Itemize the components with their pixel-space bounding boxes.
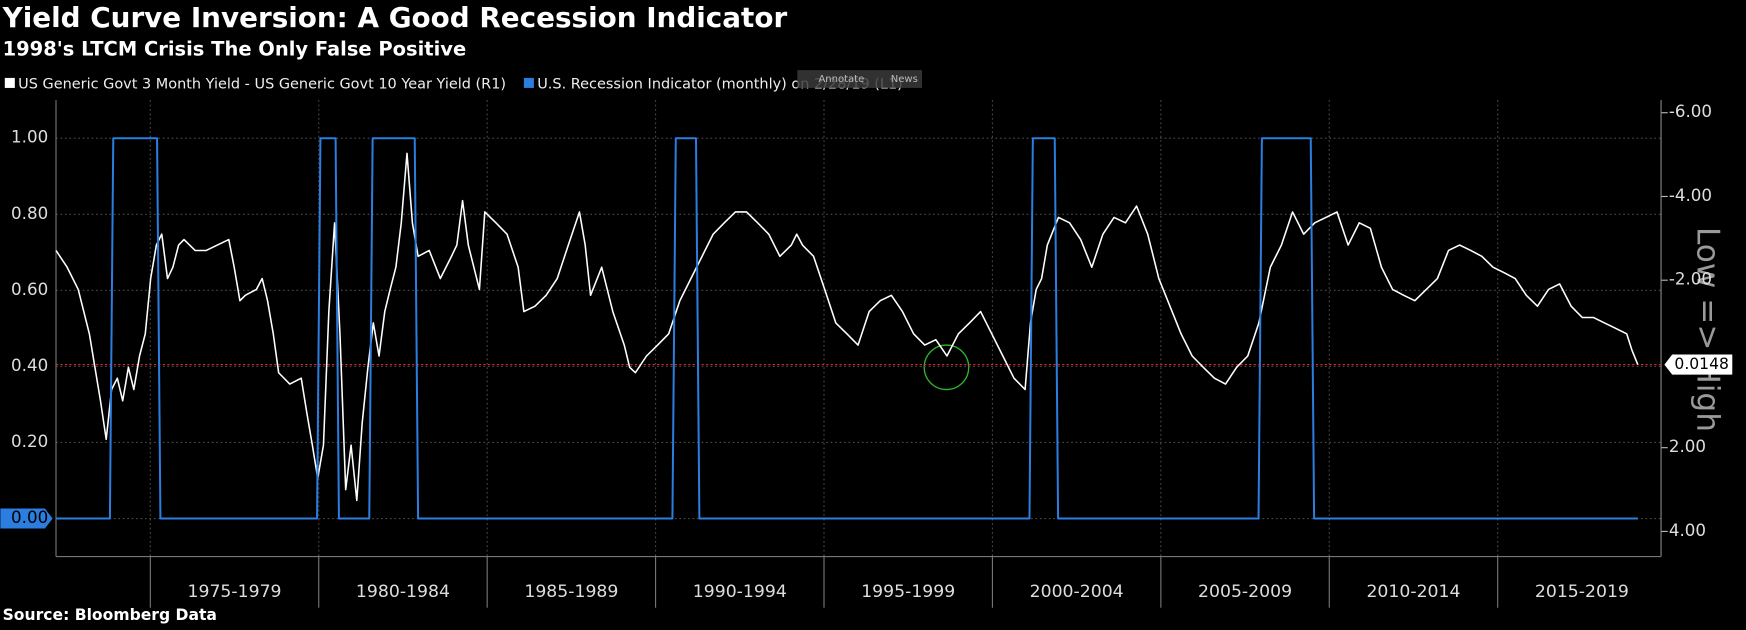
source: Source: Bloomberg Data: [3, 606, 217, 624]
y-tick-label: 0.00: [11, 508, 48, 527]
toolbar-button[interactable]: Annotate: [818, 74, 864, 85]
toolbar-button[interactable]: News: [891, 74, 918, 85]
x-tick-label: 1975-1979: [188, 582, 282, 602]
legend-swatch: [4, 77, 15, 88]
y-tick-label: 0.20: [11, 432, 48, 451]
y-tick-label: 0.80: [11, 204, 48, 223]
annotation-circle: [923, 344, 970, 391]
chart-title: Yield Curve Inversion: A Good Recession …: [2, 1, 788, 34]
chart-subtitle: 1998's LTCM Crisis The Only False Positi…: [3, 38, 467, 61]
series-line: [56, 137, 1638, 520]
y2-tick-label: 4.00: [1669, 521, 1706, 540]
y2-tick-label: -6.00: [1669, 102, 1712, 121]
y2-tick-label: -2.00: [1669, 270, 1712, 289]
x-tick-label: 2015-2019: [1535, 582, 1629, 602]
x-tick-label: 1985-1989: [524, 582, 618, 602]
series-line: [55, 152, 1639, 502]
x-tick-label: 1995-1999: [861, 582, 955, 602]
toolbar: Annotate News: [797, 70, 922, 88]
legend-label: US Generic Govt 3 Month Yield - US Gener…: [18, 77, 506, 93]
toolbar-bg: [797, 70, 922, 88]
y2-tick-label: -4.00: [1669, 186, 1712, 205]
y2-axis-label: Low => High: [1690, 227, 1726, 432]
y2-tick-label: 2.00: [1669, 437, 1706, 456]
last-value-label: 0.0148: [1674, 355, 1729, 373]
x-tick-label: 2000-2004: [1030, 582, 1124, 602]
x-tick-label: 2010-2014: [1366, 582, 1460, 602]
y-tick-label: 0.40: [11, 356, 48, 375]
last-value-box: [1664, 354, 1733, 375]
y-tick-label: 1.00: [11, 128, 48, 147]
legend-swatch: [523, 77, 534, 88]
y-tick-label: 0.60: [11, 280, 48, 299]
x-tick-label: 1990-1994: [693, 582, 787, 602]
x-tick-label: 2005-2009: [1198, 582, 1292, 602]
x-tick-label: 1980-1984: [356, 582, 450, 602]
last-value-box: [0, 508, 53, 529]
